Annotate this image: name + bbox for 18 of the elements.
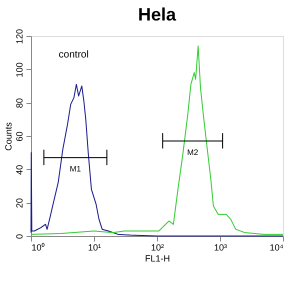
- x-axis-title: FL1-H: [144, 254, 170, 264]
- x-tick-label: 10³: [214, 242, 228, 252]
- y-tick-label: 20: [14, 198, 24, 208]
- chart-title: Hela: [138, 4, 177, 24]
- y-tick-label: 0: [14, 234, 24, 240]
- series-label: M2: [187, 148, 199, 157]
- x-tick-label: 10¹: [88, 242, 102, 252]
- y-tick-label: 100: [14, 62, 24, 78]
- text: control: [58, 49, 89, 60]
- y-tick-label: 40: [14, 164, 24, 175]
- y-tick-label: 80: [14, 98, 24, 108]
- x-tick-label: 10²: [150, 242, 164, 252]
- y-tick-label: 120: [14, 28, 24, 44]
- y-tick-label: 60: [14, 131, 24, 142]
- x-tick-label: 10⁴: [270, 242, 284, 252]
- y-axis-title: Counts: [4, 122, 14, 151]
- x-tick-label: 10⁰: [32, 242, 45, 252]
- series-label: M1: [70, 164, 82, 174]
